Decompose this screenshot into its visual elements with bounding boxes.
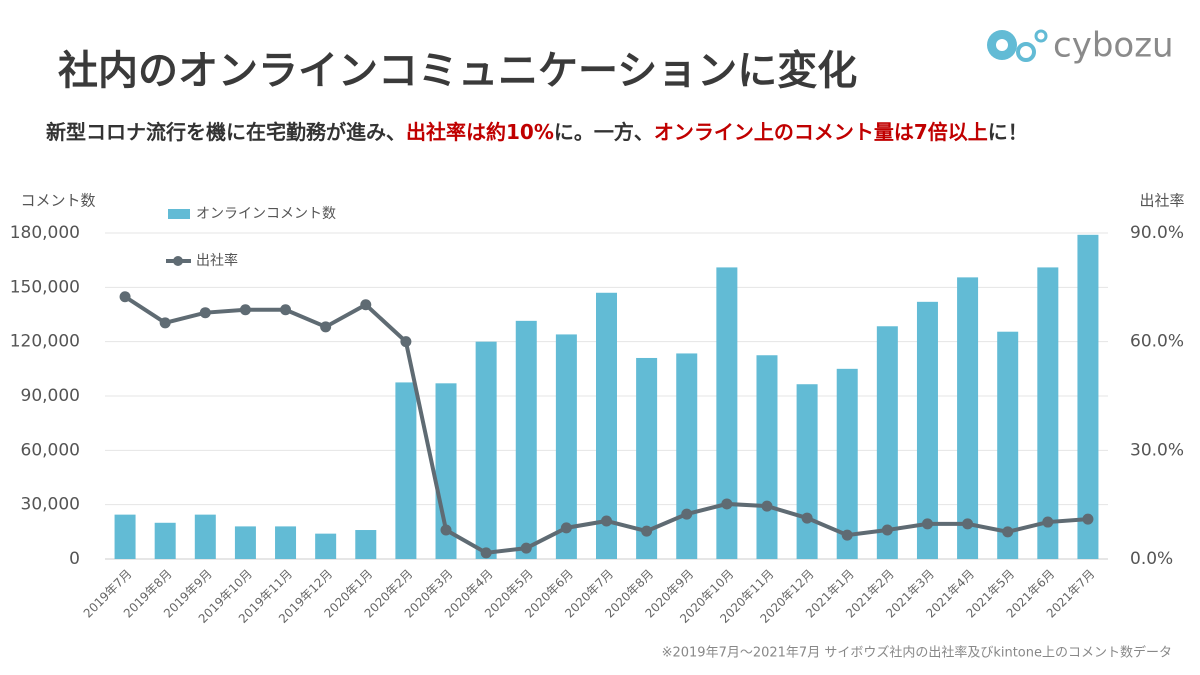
line-marker bbox=[962, 518, 974, 530]
line-marker bbox=[360, 299, 372, 311]
bar bbox=[234, 526, 256, 559]
chart-title: 社内のオンラインコミュニケーションに変化 bbox=[58, 48, 857, 94]
subtitle-part: オンライン上のコメント量は7倍以上 bbox=[654, 120, 988, 144]
bar bbox=[1037, 267, 1059, 559]
line-marker bbox=[400, 336, 412, 348]
y-axis-title: コメント数 bbox=[20, 192, 95, 210]
bar bbox=[836, 368, 858, 559]
logo-icon bbox=[987, 29, 1048, 62]
bar bbox=[676, 353, 698, 559]
legend-swatch bbox=[168, 209, 190, 219]
bar bbox=[315, 533, 337, 559]
bar bbox=[154, 522, 176, 559]
line-marker bbox=[199, 307, 211, 319]
y2-tick-label: 90.0% bbox=[1130, 223, 1184, 243]
y2-tick-label: 30.0% bbox=[1130, 440, 1184, 460]
line-marker bbox=[1042, 516, 1054, 528]
subtitle-part: に。一方、 bbox=[554, 120, 654, 144]
y-tick-label: 180,000 bbox=[10, 223, 80, 243]
y-tick-label: 150,000 bbox=[10, 277, 80, 297]
bar bbox=[957, 277, 979, 559]
bar bbox=[435, 383, 457, 559]
line-marker bbox=[159, 317, 171, 329]
bar bbox=[876, 326, 898, 559]
legend-swatch bbox=[173, 256, 183, 266]
bar bbox=[997, 331, 1019, 559]
line-marker bbox=[681, 508, 693, 520]
line-marker bbox=[280, 304, 292, 316]
bar bbox=[756, 355, 778, 559]
line-marker bbox=[721, 498, 733, 510]
subtitle: 新型コロナ流行を機に在宅勤務が進み、出社率は約10%に。一方、オンライン上のコメ… bbox=[46, 120, 1028, 144]
bar bbox=[194, 514, 216, 559]
line-marker bbox=[560, 522, 572, 534]
line-marker bbox=[1002, 526, 1014, 538]
y2-tick-label: 60.0% bbox=[1130, 332, 1184, 352]
bar bbox=[515, 320, 537, 559]
line-marker bbox=[520, 542, 532, 554]
line-marker bbox=[841, 529, 853, 541]
line-marker bbox=[921, 518, 933, 530]
bar bbox=[1077, 234, 1099, 560]
line-marker bbox=[761, 500, 773, 512]
bar bbox=[596, 292, 617, 559]
line-marker bbox=[641, 525, 653, 537]
bar bbox=[114, 514, 136, 559]
line-marker bbox=[320, 321, 332, 333]
y2-axis-title: 出社率 bbox=[1139, 192, 1184, 210]
bar bbox=[916, 301, 938, 559]
y2-tick-label: 0.0% bbox=[1130, 549, 1173, 569]
bar bbox=[395, 382, 417, 559]
subtitle-part: 新型コロナ流行を機に在宅勤務が進み、 bbox=[46, 120, 406, 144]
y-tick-label: 120,000 bbox=[10, 332, 80, 352]
legend-label: 出社率 bbox=[196, 252, 238, 269]
bar bbox=[716, 267, 738, 559]
y-tick-label: 60,000 bbox=[21, 440, 80, 460]
bar bbox=[355, 530, 377, 559]
y-tick-label: 90,000 bbox=[21, 386, 80, 406]
subtitle-part: に！ bbox=[988, 120, 1028, 144]
y-tick-label: 0 bbox=[69, 549, 80, 569]
line-marker bbox=[239, 304, 251, 316]
bar bbox=[555, 334, 577, 559]
line-marker bbox=[601, 515, 612, 527]
line-marker bbox=[881, 524, 893, 536]
bar bbox=[796, 384, 818, 559]
line-marker bbox=[1082, 513, 1094, 525]
line-marker bbox=[480, 547, 492, 559]
footnote: ※2019年7月～2021年7月 サイボウズ社内の出社率及びkintone上のコ… bbox=[662, 645, 1172, 661]
bar bbox=[275, 526, 297, 559]
line-marker bbox=[801, 512, 813, 524]
line-marker bbox=[119, 291, 131, 303]
subtitle-part: 出社率は約10% bbox=[406, 120, 554, 144]
y-tick-label: 30,000 bbox=[21, 495, 80, 515]
legend-label: オンラインコメント数 bbox=[196, 206, 336, 222]
logo-text: cybozu bbox=[1053, 26, 1174, 66]
bar bbox=[475, 341, 497, 559]
line-marker bbox=[440, 524, 452, 536]
bar bbox=[636, 357, 658, 559]
